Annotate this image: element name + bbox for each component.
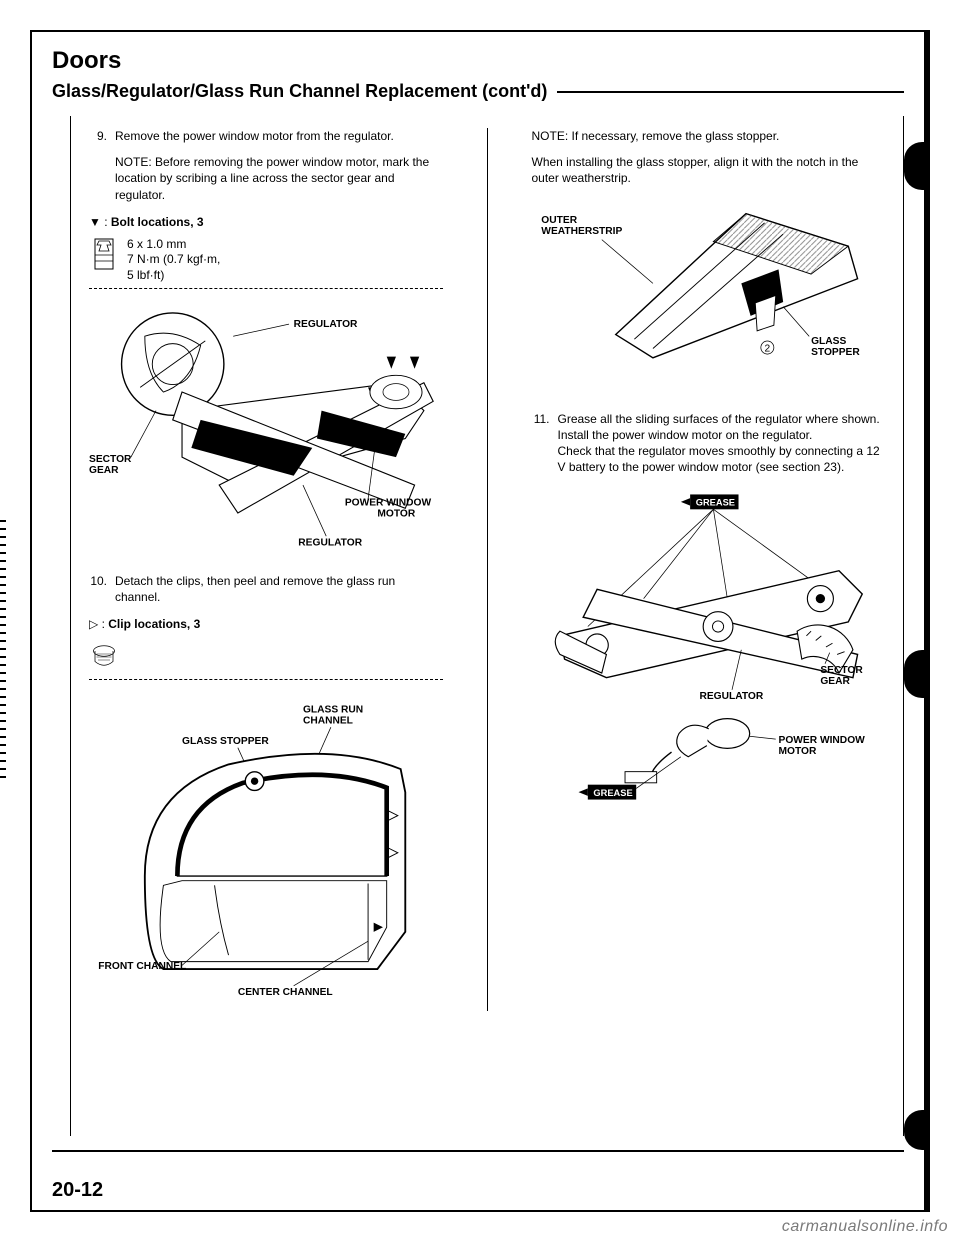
torque-spec-box: 6 x 1.0 mm 7 N·m (0.7 kgf·m, 5 lbf·ft) <box>89 237 443 284</box>
step-11: 11. Grease all the sliding surfaces of t… <box>532 411 886 476</box>
svg-text:2: 2 <box>764 343 770 354</box>
page-title: Doors <box>52 47 904 75</box>
label-center-channel: CENTER CHANNEL <box>238 987 333 997</box>
step-10: 10. Detach the clips, then peel and remo… <box>89 573 443 605</box>
two-columns: 9. Remove the power window motor from th… <box>89 128 885 1011</box>
dashed-separator <box>89 288 443 289</box>
left-column: 9. Remove the power window motor from th… <box>89 128 443 1011</box>
right-column: NOTE: If necessary, remove the glass sto… <box>532 128 886 1011</box>
figure-grease-svg: GREASE <box>532 487 886 803</box>
column-divider <box>487 128 488 1011</box>
section-heading-row: Glass/Regulator/Glass Run Channel Replac… <box>52 81 904 102</box>
label-pwm-r: POWER WINDOW MOTOR <box>778 735 867 757</box>
binding-marks <box>0 520 6 780</box>
clip-locations-label: Clip locations, 3 <box>108 617 200 631</box>
side-tabs <box>904 142 924 698</box>
side-tab-icon <box>904 1110 926 1150</box>
step-9: 9. Remove the power window motor from th… <box>89 128 443 203</box>
torque-line3: 5 lbf·ft) <box>127 268 220 284</box>
step11-text1: Grease all the sliding surfaces of the r… <box>558 411 886 443</box>
grease-label-bottom: GREASE <box>593 788 632 798</box>
label-front-channel: FRONT CHANNEL <box>98 961 186 972</box>
figure-weatherstrip-svg: OUTER WEATHERSTRIP <box>532 195 886 381</box>
page-number: 20-12 <box>52 1179 103 1202</box>
install-note: When installing the glass stopper, align… <box>532 154 886 186</box>
step-body: Grease all the sliding surfaces of the r… <box>558 411 886 476</box>
figure-grease: GREASE <box>532 487 886 803</box>
bottom-rule <box>52 1150 904 1152</box>
label-pwm: POWER WINDOW MOTOR <box>345 497 434 519</box>
step-note: NOTE: Before removing the power window m… <box>115 154 443 203</box>
step11-text2: Check that the regulator moves smoothly … <box>558 443 886 475</box>
figure-door-svg: GLASS RUN CHANNEL GLASS STOPPER <box>89 690 443 997</box>
label-glass-run: GLASS RUN CHANNEL <box>303 705 366 727</box>
clip-symbol: ▷ : <box>89 617 105 631</box>
side-tab-icon <box>904 650 926 698</box>
label-sector: SECTOR GEAR <box>89 453 134 475</box>
step-text: Remove the power window motor from the r… <box>115 129 394 143</box>
section-rule <box>557 91 904 93</box>
side-tab-icon <box>904 142 926 190</box>
bolt-icon <box>89 237 119 273</box>
clip-icon-box <box>89 639 443 675</box>
label-outer-ws: OUTER WEATHERSTRIP <box>541 214 622 236</box>
label-regulator-top: REGULATOR <box>294 318 358 329</box>
label-sector-gear-r: SECTOR GEAR <box>820 665 865 687</box>
dashed-separator-2 <box>89 679 443 680</box>
torque-line2: 7 N·m (0.7 kgf·m, <box>127 252 220 268</box>
section-heading: Glass/Regulator/Glass Run Channel Replac… <box>52 81 557 102</box>
step-body: Detach the clips, then peel and remove t… <box>115 573 443 605</box>
step-number: 10. <box>89 573 107 605</box>
torque-line1: 6 x 1.0 mm <box>127 237 220 253</box>
label-regulator-bottom: REGULATOR <box>298 537 362 548</box>
figure-regulator-svg: REGULATOR SECTOR GEAR <box>89 299 443 559</box>
step-body: Remove the power window motor from the r… <box>115 128 443 203</box>
clip-icon <box>89 639 119 675</box>
bolt-locations-line: ▼ : Bolt locations, 3 <box>89 215 443 229</box>
bolt-locations-label: Bolt locations, 3 <box>111 215 204 229</box>
bolt-symbol: ▼ : <box>89 215 108 229</box>
content-frame: 9. Remove the power window motor from th… <box>70 116 904 1136</box>
grease-label-top: GREASE <box>695 498 734 508</box>
clip-locations-line: ▷ : Clip locations, 3 <box>89 617 443 631</box>
label-glass-stopper-r: GLASS STOPPER <box>811 335 860 357</box>
step-number: 11. <box>532 411 550 476</box>
figure-weatherstrip: OUTER WEATHERSTRIP <box>532 195 886 381</box>
label-regulator-r: REGULATOR <box>699 691 763 702</box>
torque-text: 6 x 1.0 mm 7 N·m (0.7 kgf·m, 5 lbf·ft) <box>127 237 220 284</box>
note-top: NOTE: If necessary, remove the glass sto… <box>532 128 886 144</box>
step-number: 9. <box>89 128 107 203</box>
figure-regulator: REGULATOR SECTOR GEAR <box>89 299 443 559</box>
figure-door: GLASS RUN CHANNEL GLASS STOPPER <box>89 690 443 997</box>
watermark: carmanualsonline.info <box>782 1218 948 1236</box>
page-frame: Doors Glass/Regulator/Glass Run Channel … <box>30 30 930 1212</box>
label-glass-stopper: GLASS STOPPER <box>182 736 269 747</box>
